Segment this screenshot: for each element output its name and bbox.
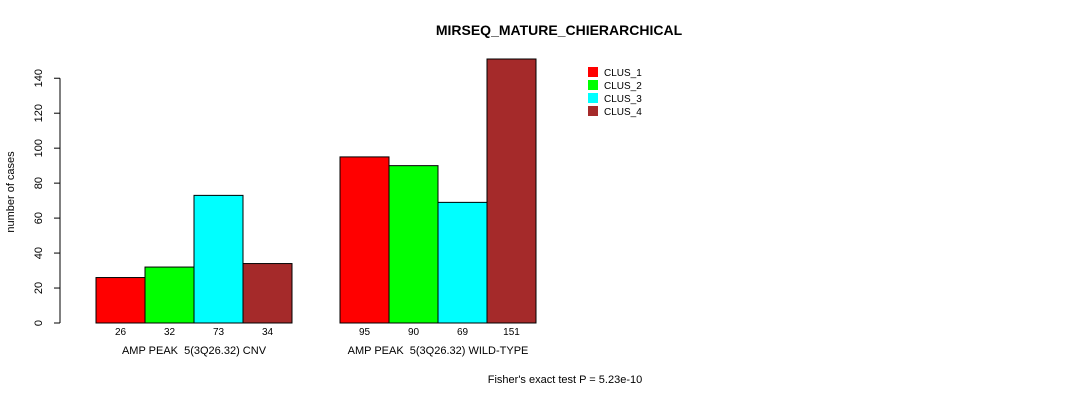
- category-label: AMP PEAK 5(3Q26.32) WILD-TYPE: [348, 345, 529, 357]
- bar-count-label: 26: [115, 327, 127, 338]
- bar-count-label: 69: [457, 327, 469, 338]
- bar-count-label: 32: [164, 327, 176, 338]
- bar-clus-3: [193, 194, 244, 324]
- y-tick-label: 0: [33, 320, 45, 326]
- y-tick-label: 40: [33, 247, 45, 259]
- y-tick-label: 20: [33, 282, 45, 294]
- y-axis: 0 20 40 60 80 100 120 140: [33, 69, 61, 326]
- chart-title: MIRSEQ_MATURE_CHIERARCHICAL: [436, 22, 683, 38]
- bar-clus-4: [242, 263, 293, 324]
- y-tick-label: 80: [33, 177, 45, 189]
- legend-label: CLUS_1: [604, 68, 642, 79]
- bar-count-label: 151: [503, 327, 520, 338]
- bar-count-label: 95: [359, 327, 371, 338]
- category-label: AMP PEAK 5(3Q26.32) CNV: [122, 345, 267, 357]
- y-tick-label: 120: [33, 104, 45, 122]
- legend-swatch: [588, 80, 598, 90]
- legend-label: CLUS_4: [604, 107, 642, 118]
- bar-count-label: 73: [213, 327, 225, 338]
- bar-clus-2: [144, 266, 195, 324]
- fisher-test-footnote: Fisher's exact test P = 5.23e-10: [488, 374, 642, 386]
- bar-clus-1: [95, 277, 146, 324]
- y-tick-label: 140: [33, 69, 45, 87]
- bar-count-label: 34: [262, 327, 274, 338]
- bar-clus-3: [437, 201, 488, 324]
- y-tick-label: 100: [33, 139, 45, 157]
- legend-swatch: [588, 106, 598, 116]
- legend-label: CLUS_3: [604, 94, 642, 105]
- legend: CLUS_1 CLUS_2 CLUS_3 CLUS_4: [588, 67, 642, 118]
- y-axis-label: number of cases: [5, 151, 17, 233]
- bar-clus-4: [486, 58, 537, 324]
- legend-label: CLUS_2: [604, 81, 642, 92]
- bars: [95, 58, 537, 324]
- group-labels: AMP PEAK 5(3Q26.32) CNV AMP PEAK 5(3Q26.3…: [122, 345, 528, 357]
- y-tick-label: 60: [33, 212, 45, 224]
- count-labels: 26 32 73 34 95 90 69 151: [115, 327, 520, 338]
- bar-count-label: 90: [408, 327, 420, 338]
- legend-swatch: [588, 93, 598, 103]
- legend-swatch: [588, 67, 598, 77]
- bar-clus-2: [388, 165, 439, 324]
- bar-clus-1: [339, 156, 390, 324]
